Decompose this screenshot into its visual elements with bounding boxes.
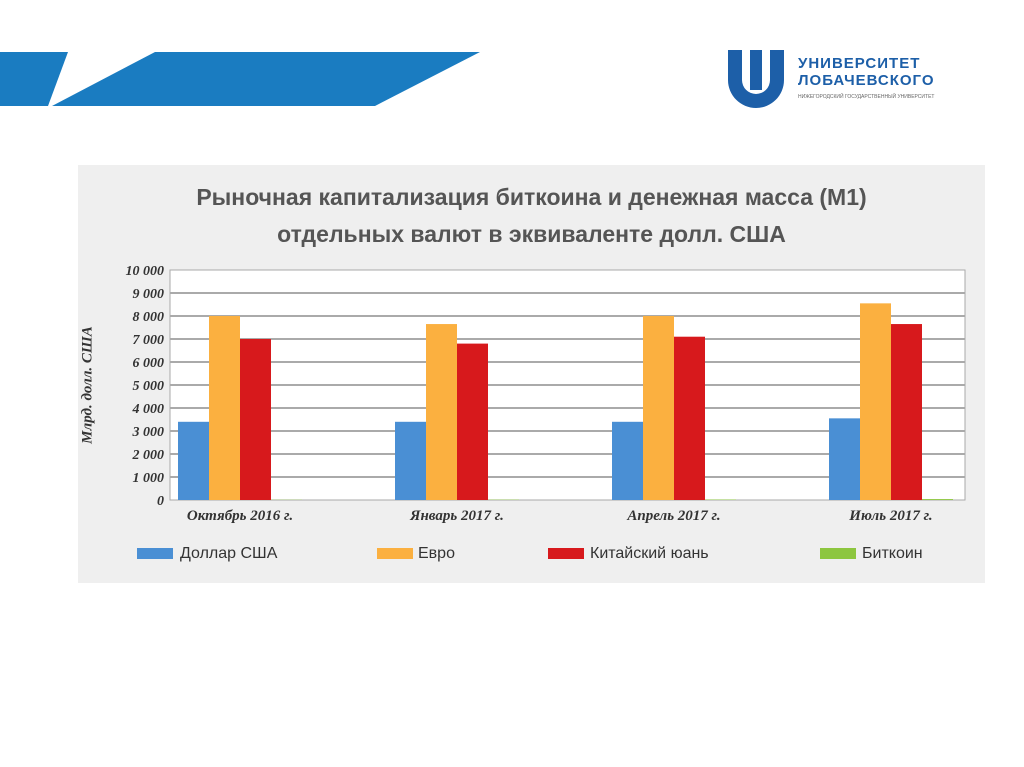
bar bbox=[860, 303, 891, 500]
legend-label: Евро bbox=[418, 545, 455, 562]
bar bbox=[891, 324, 922, 500]
legend-label: Доллар США bbox=[180, 545, 278, 562]
y-tick-label: 1 000 bbox=[133, 471, 165, 486]
bar bbox=[829, 418, 860, 500]
bar bbox=[426, 324, 457, 500]
banner-stripe bbox=[52, 52, 480, 106]
header-banner bbox=[0, 52, 480, 106]
y-tick-label: 10 000 bbox=[126, 264, 165, 279]
bar bbox=[240, 339, 271, 500]
legend-swatch bbox=[137, 548, 173, 559]
bar bbox=[457, 343, 488, 500]
x-tick-label: Июль 2017 г. bbox=[848, 508, 932, 524]
bar bbox=[674, 336, 705, 500]
y-tick-label: 0 bbox=[157, 494, 164, 509]
x-tick-label: Январь 2017 г. bbox=[409, 508, 504, 524]
legend-label: Китайский юань bbox=[590, 545, 709, 562]
bar bbox=[209, 316, 240, 500]
bar bbox=[395, 421, 426, 500]
university-logo bbox=[728, 50, 784, 108]
y-tick-label: 6 000 bbox=[133, 356, 165, 371]
bar bbox=[922, 499, 953, 500]
logo-text: ЛОБАЧЕВСКОГО bbox=[798, 72, 935, 89]
logo-text: УНИВЕРСИТЕТ bbox=[798, 55, 921, 72]
legend-swatch bbox=[548, 548, 584, 559]
chart-title: Рыночная капитализация биткоина и денежн… bbox=[196, 184, 867, 210]
bar bbox=[643, 316, 674, 500]
y-tick-label: 4 000 bbox=[132, 402, 165, 417]
legend-swatch bbox=[820, 548, 856, 559]
y-tick-label: 2 000 bbox=[132, 448, 165, 463]
legend-swatch bbox=[377, 548, 413, 559]
y-tick-label: 3 000 bbox=[132, 425, 165, 440]
x-tick-label: Апрель 2017 г. bbox=[626, 508, 720, 524]
bar bbox=[612, 421, 643, 500]
y-tick-label: 7 000 bbox=[133, 333, 165, 348]
legend-label: Биткоин bbox=[862, 545, 923, 562]
y-tick-label: 5 000 bbox=[133, 379, 165, 394]
banner-stripe bbox=[0, 52, 68, 106]
bar bbox=[178, 421, 209, 500]
x-tick-label: Октябрь 2016 г. bbox=[187, 508, 293, 524]
logo-subtext: НИЖЕГОРОДСКИЙ ГОСУДАРСТВЕННЫЙ УНИВЕРСИТЕ… bbox=[798, 94, 935, 100]
y-tick-label: 8 000 bbox=[133, 310, 165, 325]
chart-title: отдельных валют в эквиваленте долл. США bbox=[277, 221, 786, 247]
y-tick-label: 9 000 bbox=[133, 287, 165, 302]
